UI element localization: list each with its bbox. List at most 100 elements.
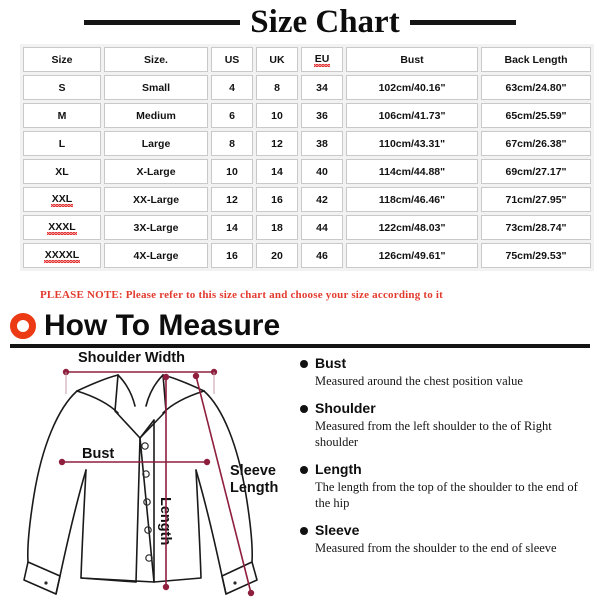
table-row: XL X-Large 10 14 40 114cm/44.88" 69cm/27.17" [23,159,591,184]
measure-item-description: Measured around the chest position value [315,374,523,388]
diagram-label-bust: Bust [82,446,115,462]
shirt-illustration [23,368,258,597]
table-cell-size-word: Large [104,131,208,156]
table-cell-back-length: 69cm/27.17" [481,159,591,184]
table-cell-us: 10 [211,159,253,184]
table-cell-back-length: 75cm/29.53" [481,243,591,268]
table-cell-bust: 106cm/41.73" [346,103,478,128]
size-chart-table: Size Size. US UK EU Bust Back Length S Small 4 8 34… [20,44,594,271]
table-cell-uk: 20 [256,243,298,268]
measure-item-description: Measured from the left shoulder to the o… [315,419,552,449]
table-cell-back-length: 71cm/27.95" [481,187,591,212]
table-cell-size-word: XX-Large [104,187,208,212]
measure-item-label: Bust [315,355,347,371]
table-header-cell: US [211,47,253,72]
measure-item-heading: Length [300,461,592,478]
spellcheck-underline: XXXXL [43,249,81,263]
title-rule-left [84,19,241,25]
please-note-text: PLEASE NOTE: Please refer to this size c… [40,289,443,301]
bullet-icon [300,404,308,413]
diagram-label-shoulder-width: Shoulder Width [78,350,185,366]
measure-item-heading: Shoulder [300,400,592,417]
table-cell-size: XXL [23,187,101,212]
measure-item: Bust Measured around the chest position v… [300,355,592,389]
table-header-cell: Back Length [481,47,591,72]
table-cell-eu: 34 [301,75,343,100]
table-row: M Medium 6 10 36 106cm/41.73" 65cm/25.59" [23,103,591,128]
diagram-label-length: Length [157,497,173,546]
how-to-measure-header: How To Measure [10,311,280,341]
measure-item-description: Measured from the shoulder to the end of… [315,541,557,555]
table-cell-us: 12 [211,187,253,212]
table-cell-bust: 114cm/44.88" [346,159,478,184]
table-header-cell: EU [301,47,343,72]
spellcheck-underline: XXXL [47,221,78,235]
title-rule-right [409,19,516,25]
measure-item-heading: Bust [300,355,592,372]
measure-item: Sleeve Measured from the shoulder to the … [300,522,592,556]
page-title-row: Size Chart [0,4,600,40]
table-header-cell: UK [256,47,298,72]
table-cell-eu: 40 [301,159,343,184]
table-cell-us: 8 [211,131,253,156]
measure-item: Length The length from the top of the sho… [300,461,592,511]
table-cell-back-length: 73cm/28.74" [481,215,591,240]
table-cell-us: 6 [211,103,253,128]
table-cell-uk: 10 [256,103,298,128]
table-cell-uk: 8 [256,75,298,100]
table-cell-size: XXXL [23,215,101,240]
table-cell-size: M [23,103,101,128]
table-header-cell: Size [23,47,101,72]
table-cell-size-word: Medium [104,103,208,128]
table-row: S Small 4 8 34 102cm/40.16" 63cm/24.80" [23,75,591,100]
sleeve-label-line2: Length [230,480,279,496]
table-cell-size: XL [23,159,101,184]
bullet-icon [300,359,308,368]
table-header-cell: Size. [104,47,208,72]
table-cell-eu: 42 [301,187,343,212]
table-cell-bust: 102cm/40.16" [346,75,478,100]
bullet-icon [300,465,308,474]
how-to-measure-divider [10,344,590,348]
measure-item-label: Shoulder [315,400,376,416]
table-cell-size-word: X-Large [104,159,208,184]
ring-icon [10,313,36,339]
how-to-measure-list: Bust Measured around the chest position v… [300,355,592,567]
table-cell-back-length: 63cm/24.80" [481,75,591,100]
how-to-measure-title: How To Measure [44,309,281,342]
table-cell-us: 14 [211,215,253,240]
table-row: L Large 8 12 38 110cm/43.31" 67cm/26.38" [23,131,591,156]
table-cell-us: 4 [211,75,253,100]
table-cell-eu: 44 [301,215,343,240]
table-cell-size: S [23,75,101,100]
table-cell-us: 16 [211,243,253,268]
measure-item-label: Sleeve [315,522,360,538]
table-cell-size: L [23,131,101,156]
bullet-icon [300,526,308,535]
table-cell-bust: 110cm/43.31" [346,131,478,156]
measure-item: Shoulder Measured from the left shoulder … [300,400,592,450]
spellcheck-underline: XXL [50,193,74,207]
table-cell-size: XXXXL [23,243,101,268]
table-cell-uk: 14 [256,159,298,184]
table-cell-size-word: Small [104,75,208,100]
table-cell-back-length: 67cm/26.38" [481,131,591,156]
table-cell-bust: 126cm/49.61" [346,243,478,268]
table-row: XXXXL 4X-Large 16 20 46 126cm/49.61" 75cm/29.5… [23,243,591,268]
spellcheck-underline: EU [313,53,330,67]
measure-item-description: The length from the top of the shoulder … [315,480,578,510]
measure-item-label: Length [315,461,362,477]
table-header-row: Size Size. US UK EU Bust Back Length [23,47,591,72]
garment-diagram: Shoulder Width Bust Sleeve Length Length [14,350,299,598]
table-header-cell: Bust [346,47,478,72]
table-cell-size-word: 3X-Large [104,215,208,240]
table-cell-uk: 12 [256,131,298,156]
page-title: Size Chart [250,3,400,40]
table-cell-eu: 36 [301,103,343,128]
measure-item-heading: Sleeve [300,522,592,539]
table-cell-uk: 18 [256,215,298,240]
table-cell-bust: 118cm/46.46" [346,187,478,212]
table-cell-eu: 46 [301,243,343,268]
table-cell-back-length: 65cm/25.59" [481,103,591,128]
table-row: XXXL 3X-Large 14 18 44 122cm/48.03" 73cm/28.74… [23,215,591,240]
